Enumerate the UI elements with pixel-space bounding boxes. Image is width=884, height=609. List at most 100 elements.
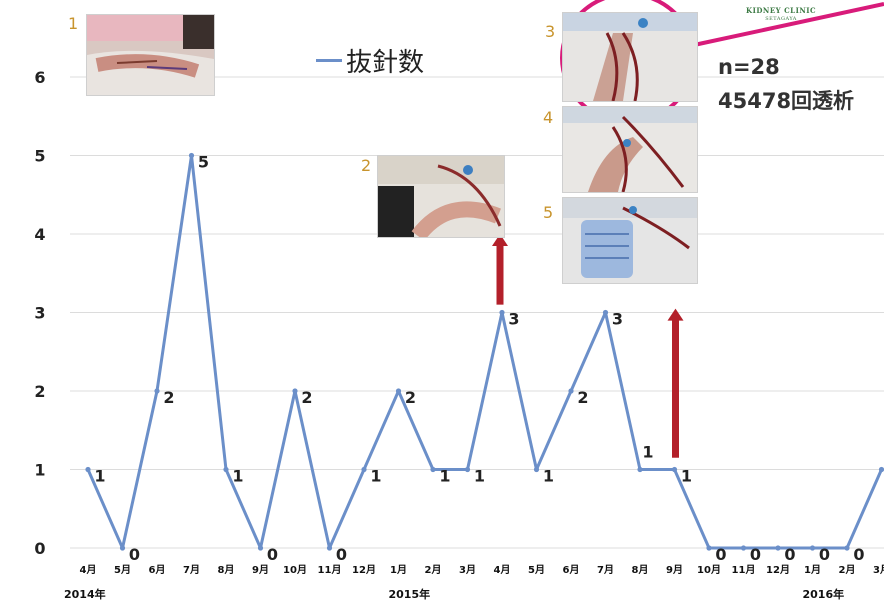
data-label: 2 (577, 388, 588, 407)
data-point (154, 388, 160, 394)
x-tick-label: 4月 (494, 564, 511, 576)
legend-line-icon (316, 59, 342, 62)
x-tick-label: 7月 (597, 564, 614, 576)
data-label: 1 (232, 467, 243, 486)
data-label: 1 (439, 467, 450, 486)
series-line-path (86, 154, 883, 550)
data-point (602, 309, 609, 316)
x-tick-label: 7月 (183, 564, 200, 576)
data-point (740, 545, 747, 551)
photo-1-icon (86, 14, 215, 96)
photo-number-1: 1 (68, 14, 79, 33)
photo-4-icon (562, 106, 698, 193)
data-points (85, 152, 884, 551)
data-point (706, 545, 712, 551)
stats-count: n=28 (718, 55, 780, 79)
x-tick-label: 3月 (459, 564, 476, 576)
year-label: 2016年 (803, 587, 845, 601)
data-label: 3 (612, 310, 623, 329)
photo-number-2: 2 (361, 156, 372, 175)
data-point (533, 466, 540, 473)
arrow-head (492, 234, 508, 246)
x-tick-label: 11月 (732, 564, 756, 576)
data-label: 1 (94, 467, 105, 486)
photo-number-3: 3 (545, 22, 556, 41)
year-label: 2015年 (389, 587, 431, 601)
legend: 抜針数 (316, 42, 424, 79)
x-tick-label: 1月 (390, 564, 407, 576)
data-label: 0 (336, 545, 347, 564)
x-tick-label: 9月 (666, 564, 683, 576)
data-label: 0 (129, 545, 140, 564)
x-tick-label: 1月 (804, 564, 821, 576)
data-label: 1 (370, 467, 381, 486)
x-tick-label: 11月 (318, 564, 342, 576)
highlight-pointer (693, 2, 884, 47)
series-line (86, 154, 883, 550)
clinic-logo: KIDNEY CLINIC SETAGAYA (746, 6, 816, 24)
y-tick-label: 1 (34, 461, 45, 480)
data-label: 5 (198, 153, 209, 172)
data-point (119, 545, 126, 551)
data-point (844, 545, 850, 551)
photo-2-icon (377, 155, 505, 238)
x-tick-label: 8月 (218, 564, 235, 576)
data-point (326, 545, 333, 551)
data-point (775, 545, 781, 551)
data-point (568, 388, 574, 394)
x-tick-label: 12月 (352, 564, 376, 576)
data-point (809, 545, 816, 551)
data-label: 0 (267, 545, 278, 564)
year-labels: 2014年 2015年 2016年 (64, 587, 844, 601)
data-point (637, 466, 643, 473)
data-point (464, 466, 471, 473)
legend-label: 抜針数 (346, 48, 425, 78)
data-label: 0 (819, 545, 830, 564)
photo-number-4: 4 (543, 108, 554, 127)
data-label: 0 (750, 545, 761, 564)
data-label: 3 (508, 310, 519, 329)
x-tick-label: 9月 (252, 564, 269, 576)
arrow-head (667, 308, 684, 321)
photo-5-icon (562, 197, 698, 284)
data-point (395, 388, 402, 394)
x-tick-label: 10月 (283, 564, 307, 576)
data-label: 0 (853, 545, 864, 564)
x-tick-label: 4月 (80, 564, 97, 576)
year-label: 2014年 (64, 587, 106, 601)
x-tick-label: 10月 (697, 564, 721, 576)
x-tick-label: 3月 (873, 564, 884, 576)
x-tick-label: 6月 (563, 564, 580, 576)
arrow-shaft (672, 318, 679, 458)
y-tick-label: 2 (34, 382, 45, 401)
y-tick-label: 6 (34, 68, 45, 87)
data-point (292, 388, 298, 394)
arrows (492, 234, 684, 458)
photo-number-5: 5 (543, 203, 554, 222)
x-tick-label: 5月 (114, 564, 131, 576)
photo-3-icon (562, 12, 698, 102)
y-tick-label: 3 (34, 304, 45, 323)
data-label: 1 (474, 467, 485, 486)
data-point (878, 466, 884, 473)
data-label: 1 (543, 467, 554, 486)
x-tick-label: 2月 (839, 564, 856, 576)
x-tick-label: 12月 (766, 564, 790, 576)
x-axis-ticks: 4月 5月 6月 7月 8月 9月 10月 11月 12月 1月 2月 3月 4月 5月 6月 7月 8月 9月 1… (80, 564, 884, 576)
data-label: 2 (405, 388, 416, 407)
data-label: 2 (163, 388, 174, 407)
y-tick-label: 0 (34, 539, 45, 558)
data-label: 2 (301, 388, 312, 407)
stats-dialysis: 45478回透析 (718, 89, 855, 113)
data-point (257, 545, 264, 551)
data-point (499, 309, 505, 316)
data-label: 1 (642, 443, 653, 462)
data-labels: 102510201211312311000001 (94, 153, 864, 565)
data-point (430, 466, 436, 473)
data-point (361, 466, 367, 473)
data-point (188, 152, 195, 159)
data-point (671, 466, 678, 473)
logo-subtext: SETAGAYA (765, 16, 797, 22)
data-label: 0 (784, 545, 795, 564)
